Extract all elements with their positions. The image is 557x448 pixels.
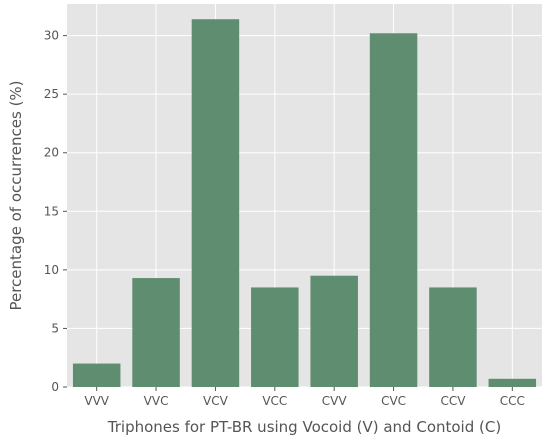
bar-vcc xyxy=(251,287,299,387)
bar-vcv xyxy=(191,19,240,388)
x-tick-label: CCV xyxy=(440,394,466,408)
x-tick-label: VCC xyxy=(262,394,287,408)
bars xyxy=(72,19,537,388)
bar-cvc xyxy=(369,33,418,388)
y-axis-ticks: 0 5 10 15 20 25 30 xyxy=(44,29,67,394)
x-tick-label: VVV xyxy=(84,394,109,408)
y-tick-label: 5 xyxy=(51,321,59,335)
y-tick-label: 10 xyxy=(44,263,59,277)
x-tick-label: VVC xyxy=(144,394,169,408)
x-tick-label: VCV xyxy=(203,394,229,408)
bar-ccv xyxy=(429,287,477,387)
y-tick-label: 25 xyxy=(44,87,59,101)
x-tick-label: CVV xyxy=(322,394,348,408)
x-axis-label: Triphones for PT-BR using Vocoid (V) and… xyxy=(107,418,501,436)
bar-vvv xyxy=(72,363,121,387)
y-tick-label: 15 xyxy=(44,204,59,218)
y-tick-label: 30 xyxy=(44,29,59,43)
x-tick-label: CCC xyxy=(500,394,525,408)
y-axis-label: Percentage of occurrences (%) xyxy=(7,80,25,310)
bar-vvc xyxy=(132,278,180,387)
x-tick-label: CVC xyxy=(381,394,406,408)
y-tick-label: 20 xyxy=(44,146,59,160)
bar-cvv xyxy=(310,275,358,387)
bar-ccc xyxy=(488,378,537,387)
y-tick-label: 0 xyxy=(51,380,59,394)
x-axis-ticks: VVV VVC VCV VCC CVV CVC CCV CCC xyxy=(84,387,525,408)
